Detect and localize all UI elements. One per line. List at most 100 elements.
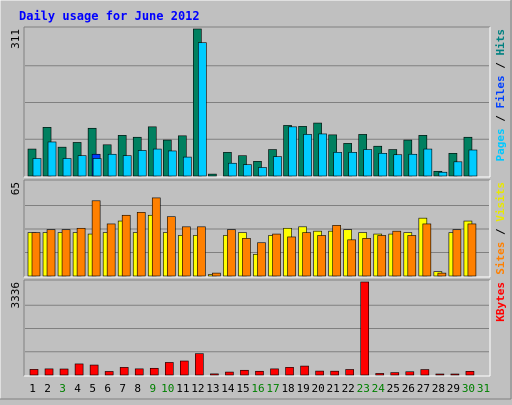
x-tick-label-18: 18 — [281, 382, 294, 395]
legend-entry: Pages — [494, 128, 507, 161]
x-tick-label-21: 21 — [327, 382, 340, 395]
bar-sites-day-10 — [166, 216, 176, 277]
x-tick-label-22: 22 — [342, 382, 355, 395]
legend-entry: / — [494, 109, 507, 129]
bar-pages-day-21 — [333, 152, 342, 177]
bar-pages-day-18 — [288, 126, 297, 177]
legend-entry: Sites — [494, 242, 507, 275]
bar-sites-day-21 — [332, 225, 341, 277]
x-tick-label-27: 27 — [417, 382, 430, 395]
bar-sites-day-26 — [407, 235, 417, 277]
bar-kbytes-day-22 — [345, 369, 354, 376]
x-tick-label-5: 5 — [89, 382, 96, 395]
x-tick-label-15: 15 — [236, 382, 249, 395]
bar-kbytes-day-8 — [134, 368, 144, 376]
bar-kbytes-day-17 — [270, 368, 279, 376]
bar-pages-day-25 — [393, 154, 403, 177]
bar-pages-day-14 — [228, 162, 237, 177]
bar-kbytes-day-26 — [405, 371, 415, 376]
bar-kbytes-day-18 — [285, 367, 294, 376]
x-tick-label-10: 10 — [161, 382, 174, 395]
bar-kbytes-day-14 — [225, 371, 234, 376]
bar-pages-day-6 — [107, 153, 117, 177]
legend-entry: / — [494, 222, 507, 242]
bar-sites-day-27 — [422, 223, 432, 277]
x-tick-label-25: 25 — [387, 382, 400, 395]
bar-sites-day-15 — [242, 238, 251, 277]
bar-kbytes-day-20 — [315, 370, 324, 376]
bar-pages-day-26 — [408, 153, 418, 177]
bar-sites-day-30 — [467, 223, 477, 277]
bar-sites-day-14 — [227, 229, 236, 277]
bar-sites-day-11 — [182, 226, 191, 277]
bar-sites-day-9 — [151, 197, 161, 277]
legend-entry: / — [494, 56, 507, 76]
bar-kbytes-day-19 — [300, 365, 309, 376]
x-tick-label-28: 28 — [432, 382, 445, 395]
bar-sites-day-1 — [31, 232, 41, 277]
x-tick-label-30: 30 — [462, 382, 475, 395]
bar-sites-day-2 — [46, 229, 56, 277]
panel-series-legend: KBytes — [494, 282, 507, 322]
bar-pages-day-11 — [183, 156, 192, 177]
x-tick-label-6: 6 — [104, 382, 111, 395]
x-tick-label-29: 29 — [447, 382, 460, 395]
bar-sites-day-3 — [61, 229, 71, 277]
bar-pages-day-3 — [62, 158, 72, 177]
bar-kbytes-day-30 — [465, 371, 475, 376]
bar-kbytes-day-12 — [195, 353, 204, 376]
bar-pages-day-9 — [152, 148, 162, 177]
bar-sites-day-16 — [257, 242, 266, 277]
bar-pages-day-19 — [303, 134, 312, 177]
bar-kbytes-day-23 — [360, 281, 370, 376]
bar-kbytes-day-25 — [390, 372, 400, 376]
bar-pages-day-20 — [318, 133, 327, 177]
x-tick-label-14: 14 — [221, 382, 235, 395]
bar-sites-day-25 — [392, 230, 402, 277]
x-tick-label-12: 12 — [191, 382, 204, 395]
bar-kbytes-day-21 — [330, 370, 339, 376]
bar-pages-day-10 — [167, 150, 177, 177]
bar-pages-day-24 — [378, 153, 388, 177]
bar-sites-day-7 — [121, 214, 131, 277]
bar-kbytes-day-15 — [240, 369, 249, 376]
bar-kbytes-day-5 — [89, 364, 99, 376]
bar-kbytes-day-11 — [180, 360, 189, 376]
x-axis-labels: 1 2 3 4 5 6 7 8 9 10 11 12 13 14 15 16 17 18 19 20 21 22 23 24 2… — [29, 382, 490, 395]
bar-sites-day-20 — [317, 235, 326, 277]
bar-sites-day-6 — [106, 223, 116, 277]
bar-sites-day-8 — [136, 212, 146, 277]
bar-sites-day-28 — [437, 272, 447, 277]
bar-pages-day-22 — [348, 152, 357, 177]
bar-sites-day-4 — [76, 227, 86, 277]
bar-kbytes-day-28 — [435, 373, 445, 376]
x-tick-label-11: 11 — [176, 382, 189, 395]
panel-max-label: 3336 — [9, 282, 22, 309]
bar-pages-day-5 — [92, 158, 102, 177]
x-tick-label-8: 8 — [134, 382, 141, 395]
bar-kbytes-day-4 — [74, 363, 84, 376]
x-tick-label-2: 2 — [44, 382, 51, 395]
bar-kbytes-day-6 — [104, 371, 114, 376]
x-tick-label-16: 16 — [251, 382, 264, 395]
x-tick-label-20: 20 — [312, 382, 325, 395]
panels-layer: 311 Pages / Files / Hits 65 Sites / Visits 3… — [9, 26, 507, 377]
bar-kbytes-day-13 — [210, 373, 219, 376]
bar-sites-day-24 — [377, 235, 387, 277]
panel-max-label: 65 — [9, 182, 22, 195]
x-tick-label-26: 26 — [402, 382, 415, 395]
chart-title: Daily usage for June 2012 — [19, 9, 200, 23]
bar-kbytes-day-7 — [119, 367, 129, 376]
bar-sites-day-18 — [287, 236, 296, 277]
bar-pages-day-7 — [122, 155, 132, 177]
x-tick-label-9: 9 — [149, 382, 156, 395]
bar-hits-day-11 — [178, 135, 187, 177]
bar-kbytes-day-9 — [149, 367, 159, 376]
bar-kbytes-day-29 — [450, 373, 460, 376]
bar-pages-day-4 — [77, 155, 87, 177]
bar-pages-day-12 — [198, 42, 207, 177]
bar-sites-day-22 — [347, 239, 356, 277]
bar-sites-day-19 — [302, 232, 311, 277]
bar-kbytes-day-27 — [420, 369, 430, 376]
